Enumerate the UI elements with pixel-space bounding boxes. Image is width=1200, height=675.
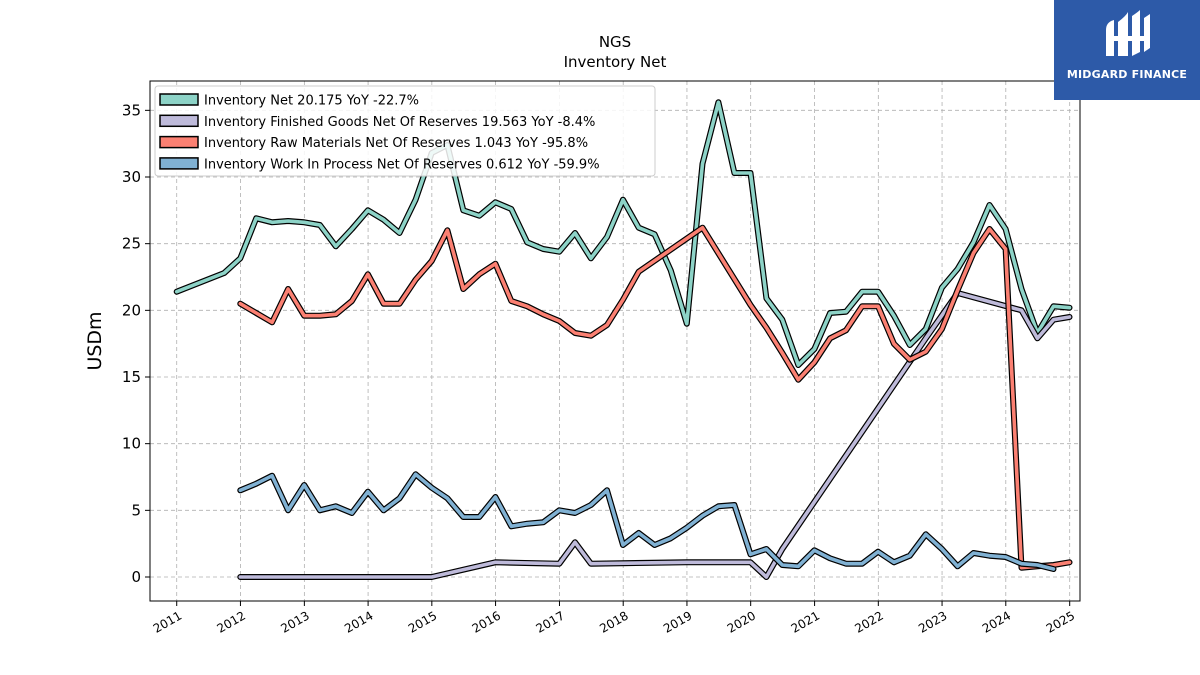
plot-frame: [149, 80, 1081, 602]
y-tick-label: 25: [122, 235, 141, 253]
chart-subtitle: Inventory Net: [564, 53, 667, 71]
x-tick-label: 2015: [406, 608, 439, 635]
brand-logo: MIDGARD FINANCE: [1054, 0, 1200, 100]
x-axis: 2011 2012 2013 2014 2015 2016 2017 2018 2019 2020…: [151, 601, 1077, 636]
series-line: [238, 291, 1072, 579]
series-line: [174, 100, 1072, 367]
x-tick-label: 2021: [789, 608, 822, 635]
legend-swatch: [159, 135, 199, 149]
x-tick-label: 2020: [725, 608, 758, 635]
x-tick-label: 2016: [470, 608, 503, 635]
legend-box: [154, 85, 656, 177]
y-axis-label: USDm: [84, 311, 106, 370]
series-line-outline: [237, 471, 1057, 572]
x-tick-label: 2024: [980, 608, 1013, 635]
y-tick-label: 35: [122, 101, 141, 119]
x-tick-label: 2019: [661, 608, 694, 635]
series-line-outline: [237, 290, 1073, 580]
legend-swatch: [159, 114, 199, 128]
legend-swatch: [159, 93, 199, 106]
x-tick-label: 2017: [534, 608, 567, 635]
y-tick-label: 30: [122, 168, 141, 186]
x-tick-label: 2018: [597, 608, 630, 635]
legend-label: Inventory Net 20.175 YoY -22.7%: [204, 94, 419, 109]
legend-label: Inventory Work In Process Net Of Reserve…: [204, 157, 600, 172]
brand-name: MIDGARD FINANCE: [1066, 68, 1188, 81]
x-tick-label: 2011: [151, 608, 184, 635]
y-tick-label: 0: [131, 568, 141, 586]
legend-label: Inventory Finished Goods Net Of Reserves…: [204, 115, 595, 130]
y-tick-label: 15: [122, 368, 141, 386]
chart-title: NGS: [599, 33, 631, 51]
x-tick-label: 2013: [278, 608, 311, 635]
series-lines: [173, 99, 1073, 580]
y-tick-label: 5: [131, 501, 141, 519]
x-tick-label: 2025: [1044, 608, 1077, 635]
midgard-logo-mark-icon: [1106, 10, 1150, 56]
legend-swatch: [159, 157, 199, 170]
x-tick-label: 2023: [916, 608, 949, 635]
y-tick-label: 10: [122, 435, 141, 453]
legend: Inventory Net 20.175 YoY -22.7% Inventory…: [154, 85, 656, 177]
series-line: [238, 472, 1056, 571]
x-tick-label: 2014: [342, 608, 375, 635]
y-tick-label: 20: [122, 301, 141, 319]
legend-label: Inventory Raw Materials Net Of Reserves …: [204, 136, 588, 151]
y-axis: 0 5 10 15 20 25 30 35: [122, 101, 150, 586]
x-tick-label: 2022: [852, 608, 885, 635]
x-tick-label: 2012: [214, 608, 247, 635]
series-line: [238, 225, 1072, 570]
